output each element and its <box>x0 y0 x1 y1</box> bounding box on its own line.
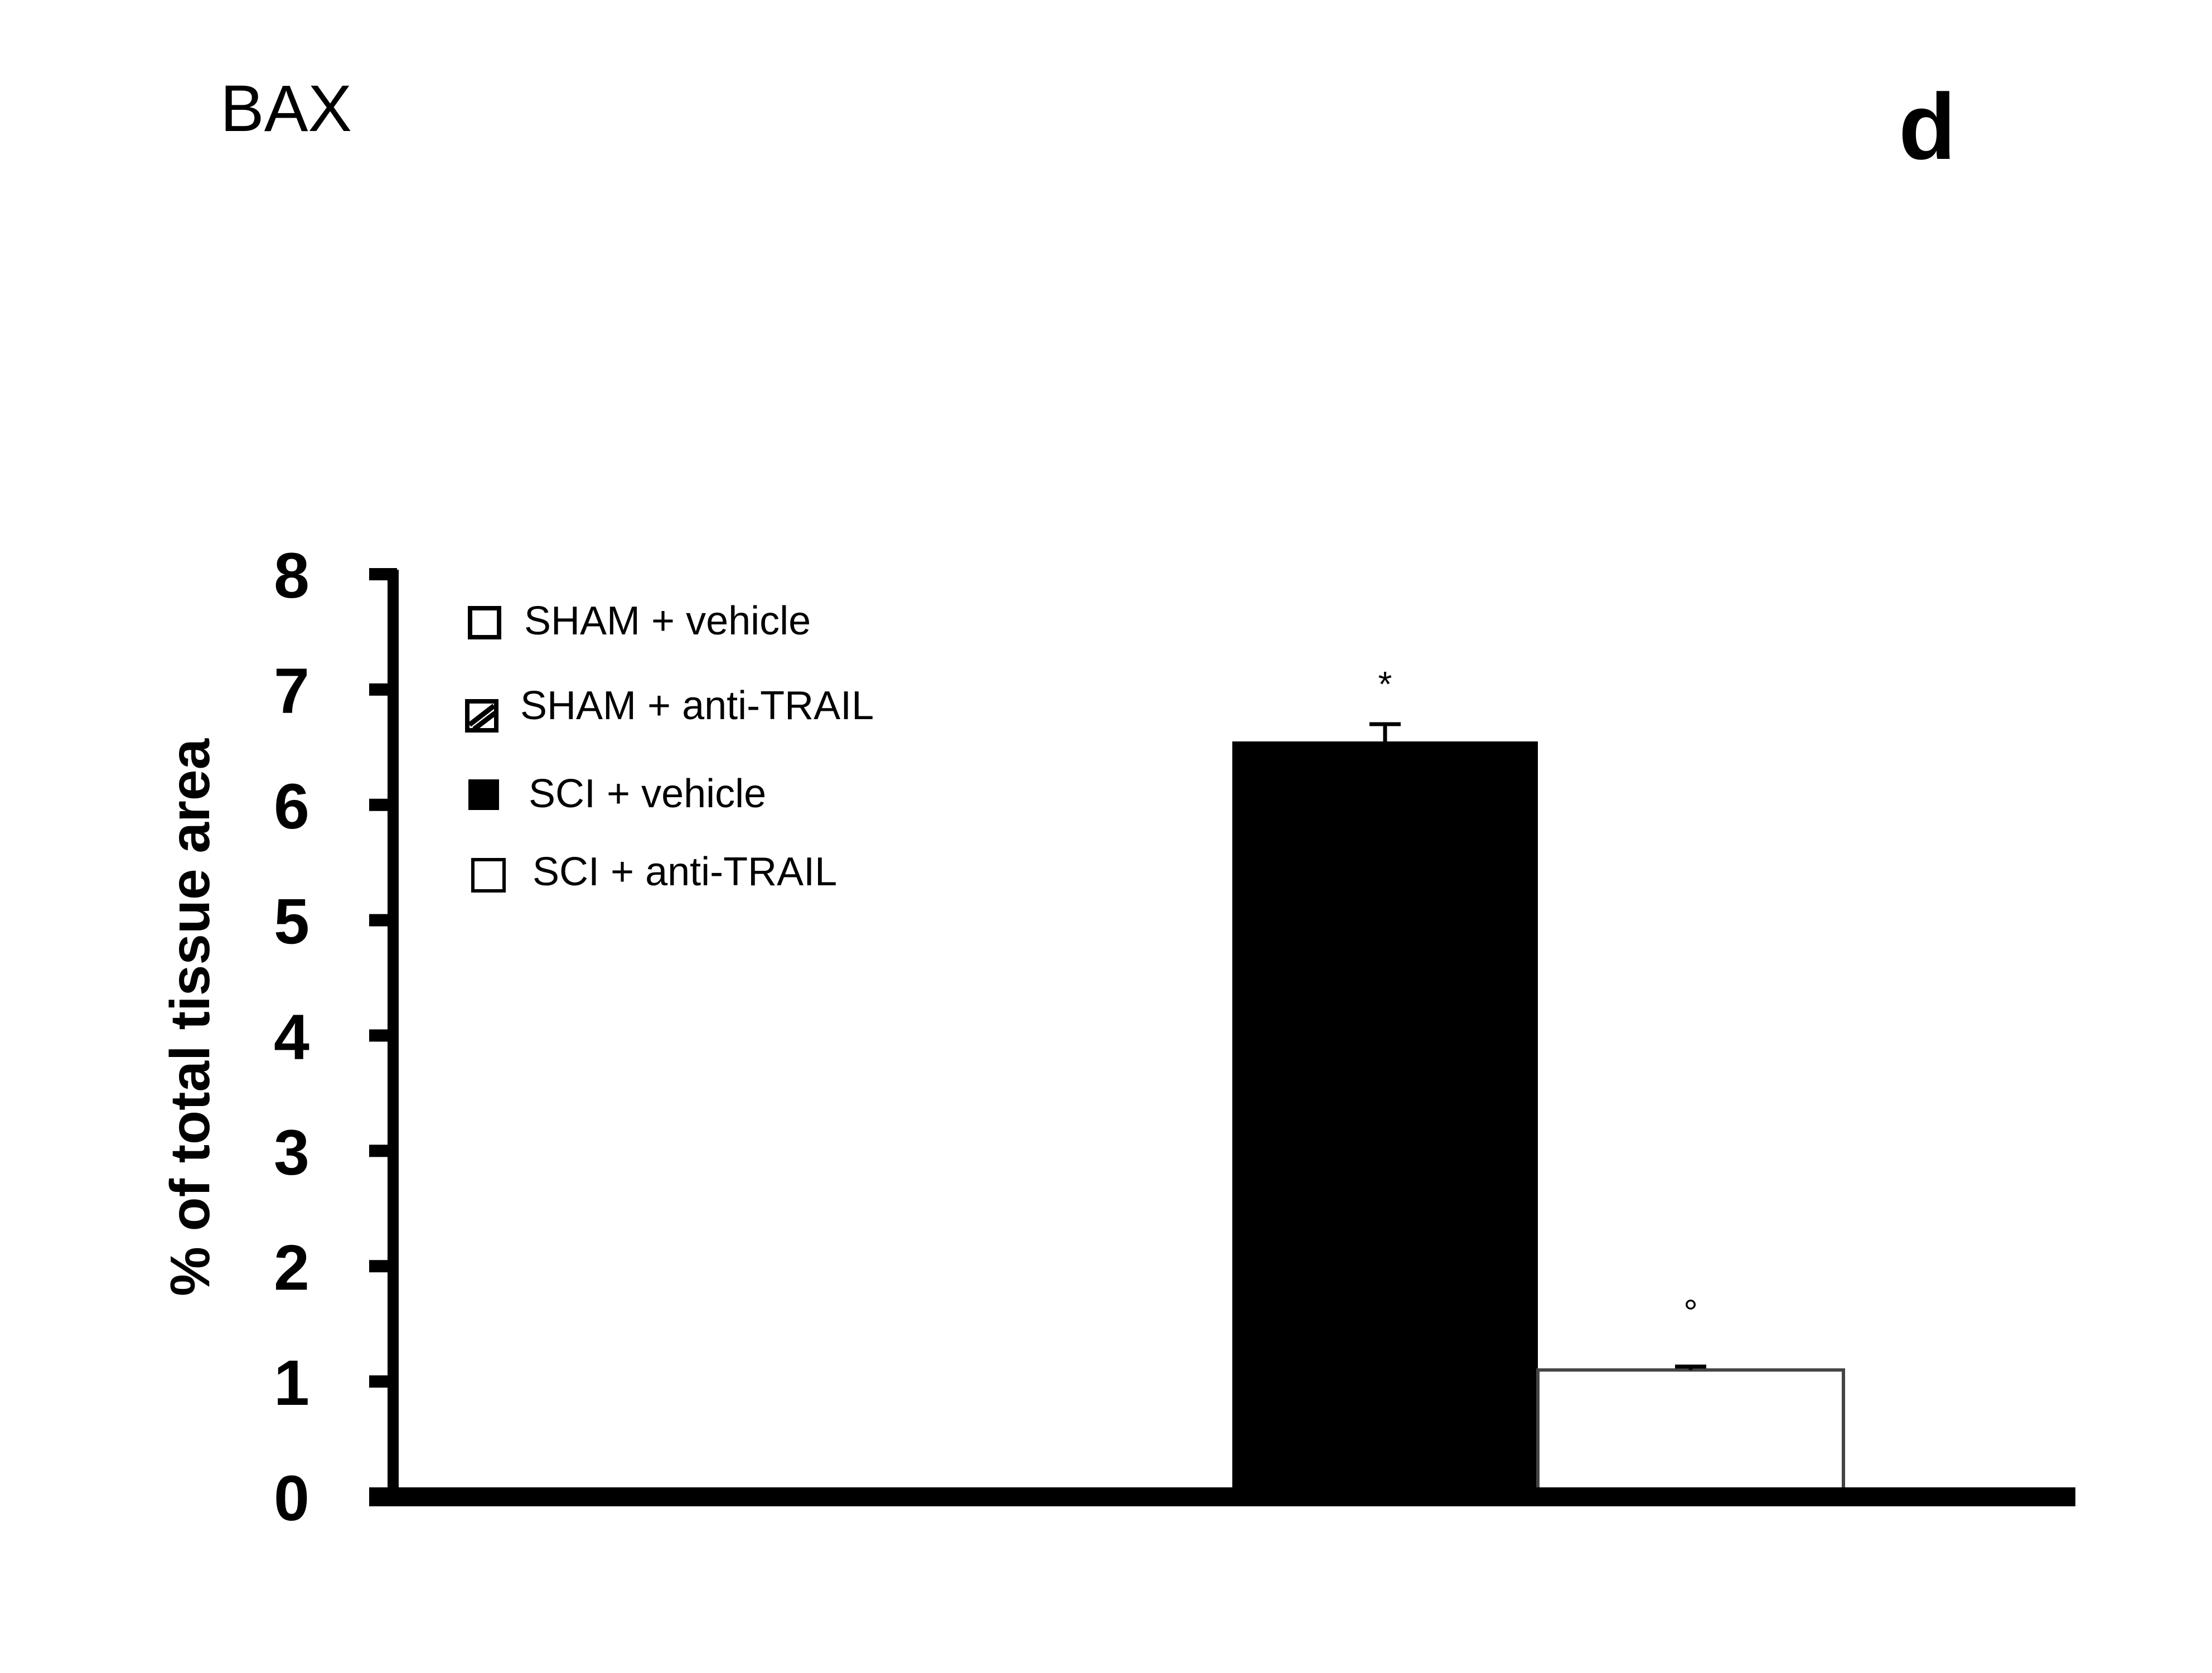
y-tick-label: 1 <box>274 1347 309 1419</box>
legend-item: SCI + vehicle <box>468 772 766 816</box>
legend-label: SHAM + vehicle <box>524 599 811 643</box>
legend-item: SHAM + anti-TRAIL <box>465 683 874 733</box>
panel-label: d <box>1899 74 1956 179</box>
legend-label: SCI + vehicle <box>529 772 766 816</box>
legend-item: SCI + anti-TRAIL <box>471 850 837 894</box>
plot-area: *° <box>1232 664 1845 1499</box>
legend-item: SHAM + vehicle <box>468 599 811 643</box>
filled-square-icon <box>468 779 499 810</box>
y-tick-label: 5 <box>274 886 309 958</box>
y-tick-label: 6 <box>274 771 309 842</box>
y-tick-label: 2 <box>274 1232 309 1303</box>
y-tick-label: 8 <box>274 540 309 612</box>
y-axis-label: % of total tissue area <box>159 738 221 1296</box>
open-square-icon <box>471 858 506 893</box>
y-axis-ticks: 0 1 2 3 4 5 6 7 8 <box>274 540 397 1534</box>
significance-marker: * <box>1378 664 1392 704</box>
y-tick-label: 0 <box>274 1463 309 1534</box>
bar <box>1536 1368 1845 1499</box>
bar <box>1232 741 1538 1497</box>
chart-title: BAX <box>220 72 352 146</box>
significance-marker: ° <box>1683 1292 1698 1332</box>
legend-label: SHAM + anti-TRAIL <box>520 683 874 728</box>
y-tick-label: 3 <box>274 1117 309 1188</box>
y-tick-label: 4 <box>274 1002 309 1073</box>
y-tick-label: 7 <box>274 656 309 727</box>
open-square-icon <box>468 606 501 639</box>
legend-label: SCI + anti-TRAIL <box>533 850 837 894</box>
legend: SHAM + vehicle SHAM + anti-TRAIL SCI + v… <box>465 599 874 894</box>
